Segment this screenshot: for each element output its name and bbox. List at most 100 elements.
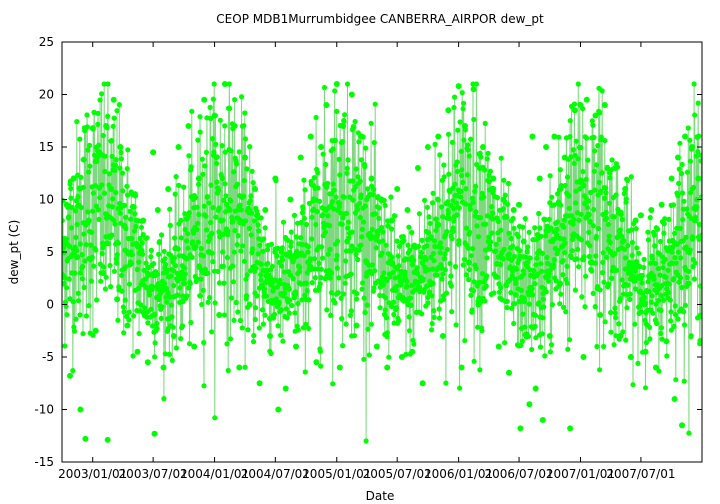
fill-point: [532, 281, 538, 287]
fill-point: [149, 286, 155, 292]
fill-point: [147, 292, 153, 298]
data-point: [658, 201, 665, 208]
fill-point: [647, 215, 653, 221]
fill-point: [666, 216, 672, 222]
fill-point: [235, 309, 241, 315]
fill-point: [345, 157, 351, 163]
fill-point: [62, 250, 67, 256]
fill-point: [169, 357, 175, 363]
fill-point: [657, 238, 664, 245]
fill-point: [128, 216, 134, 222]
fill-point: [549, 194, 555, 200]
fill-point: [167, 206, 173, 212]
fill-point: [454, 168, 461, 175]
fill-point: [99, 91, 105, 97]
fill-point: [278, 307, 284, 313]
fill-point: [533, 335, 539, 341]
x-axis-label: Date: [366, 489, 395, 503]
fill-point: [456, 238, 462, 244]
fill-point: [602, 319, 608, 325]
fill-point: [170, 268, 177, 274]
data-point: [191, 343, 198, 350]
fill-point: [484, 273, 490, 279]
fill-point: [539, 331, 545, 337]
fill-point: [340, 343, 346, 349]
fill-point: [189, 254, 195, 260]
fill-point: [336, 156, 342, 162]
data-point: [439, 333, 446, 339]
fill-point: [347, 312, 353, 318]
fill-point: [663, 274, 669, 280]
fill-point: [656, 297, 662, 304]
fill-point: [201, 383, 207, 389]
fill-point: [493, 241, 499, 247]
data-point: [378, 196, 385, 203]
data-point: [62, 280, 67, 287]
fill-point: [213, 214, 219, 220]
fill-point: [422, 197, 428, 203]
fill-point: [220, 263, 227, 269]
fill-point: [555, 191, 561, 197]
fill-point: [372, 268, 378, 274]
fill-point: [466, 153, 472, 159]
fill-point: [567, 337, 573, 343]
fill-point: [320, 212, 326, 218]
fill-point: [683, 234, 689, 240]
fill-point: [665, 267, 671, 273]
fill-point: [339, 316, 345, 322]
fill-point: [586, 253, 593, 260]
fill-point: [634, 245, 640, 251]
fill-point: [211, 149, 217, 155]
data-point: [520, 238, 527, 245]
fill-point: [152, 354, 158, 360]
fill-point: [156, 251, 162, 257]
fill-point: [406, 224, 412, 230]
fill-point: [641, 256, 647, 262]
fill-point: [532, 323, 538, 329]
fill-point: [74, 247, 80, 253]
fill-point: [187, 280, 193, 287]
fill-point: [384, 330, 390, 336]
x-tick-label: 2005/01/01: [302, 467, 371, 481]
fill-point: [458, 188, 464, 194]
fill-point: [612, 305, 618, 311]
data-point: [358, 133, 365, 140]
fill-point: [430, 250, 436, 257]
data-point: [551, 133, 558, 140]
fill-point: [334, 265, 340, 271]
fill-point: [329, 199, 335, 205]
data-point: [536, 175, 543, 182]
y-tick-label: 10: [39, 193, 54, 207]
data-point: [470, 86, 477, 93]
fill-point: [252, 305, 259, 311]
fill-point: [670, 244, 676, 250]
fill-point: [570, 221, 576, 227]
fill-point: [173, 345, 179, 351]
fill-point: [439, 276, 445, 282]
fill-point: [73, 316, 79, 322]
data-point: [373, 343, 380, 350]
fill-point: [309, 214, 315, 220]
fill-point: [69, 205, 75, 211]
fill-point: [555, 248, 561, 254]
data-point: [567, 425, 574, 432]
fill-point: [678, 255, 684, 261]
fill-point: [208, 115, 214, 122]
fill-point: [80, 263, 86, 270]
fill-point: [621, 238, 627, 244]
fill-point: [485, 150, 491, 156]
fill-point: [161, 248, 167, 254]
fill-point: [126, 317, 132, 323]
fill-point: [606, 233, 612, 239]
fill-point: [228, 295, 234, 301]
fill-point: [280, 257, 286, 263]
fill-point: [585, 198, 592, 204]
fill-point: [480, 271, 486, 277]
fill-point: [251, 218, 257, 224]
data-point: [637, 212, 644, 219]
fill-point: [99, 182, 105, 188]
fill-point: [156, 296, 162, 303]
fill-point: [587, 189, 594, 196]
fill-point: [249, 168, 255, 174]
fill-point: [64, 312, 70, 318]
